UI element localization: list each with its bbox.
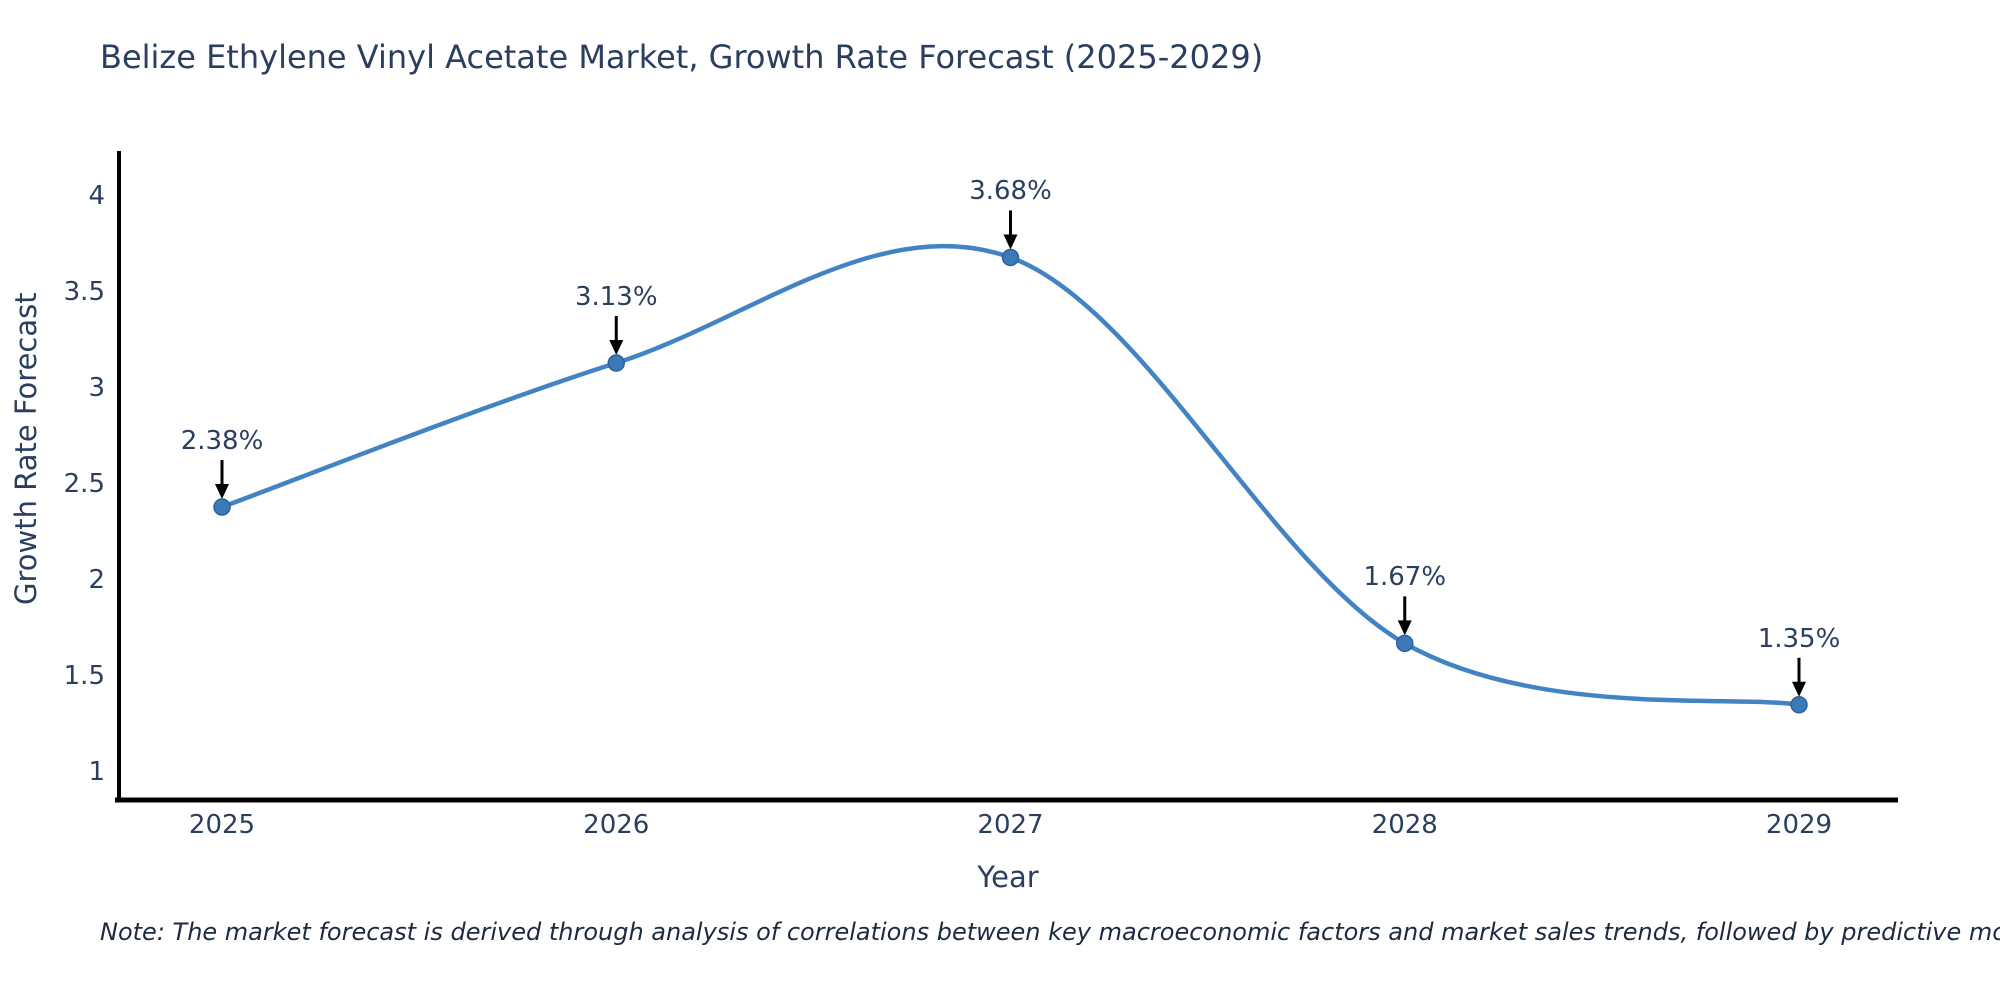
y-tick-label: 1 bbox=[88, 757, 105, 787]
y-axis-title: Growth Rate Forecast bbox=[9, 292, 43, 605]
data-point-markers bbox=[213, 248, 1808, 714]
annotation-arrow bbox=[1003, 210, 1018, 250]
x-tick-label: 2027 bbox=[977, 810, 1044, 840]
y-tick-label: 2.5 bbox=[63, 469, 105, 499]
x-tick-label: 2028 bbox=[1371, 810, 1438, 840]
y-tick-label: 4 bbox=[88, 181, 105, 211]
point-label: 1.35% bbox=[1757, 623, 1841, 654]
x-tick-label: 2029 bbox=[1765, 810, 1833, 840]
point-label: 3.13% bbox=[574, 282, 658, 313]
y-tick-label: 3.5 bbox=[63, 277, 105, 307]
annotation-arrow bbox=[609, 316, 624, 356]
chart-title: Belize Ethylene Vinyl Acetate Market, Gr… bbox=[100, 38, 1264, 76]
annotation-arrows bbox=[215, 210, 1806, 697]
x-tick-label: 2025 bbox=[188, 810, 256, 840]
x-axis-title: Year bbox=[977, 860, 1039, 894]
y-tick-label: 1.5 bbox=[63, 661, 105, 691]
series-line bbox=[219, 243, 1802, 708]
data-point-marker bbox=[213, 498, 231, 516]
point-label: 2.38% bbox=[180, 426, 264, 457]
annotation-arrow bbox=[1397, 596, 1412, 636]
data-point-marker bbox=[1790, 696, 1808, 714]
annotation-arrow bbox=[215, 460, 229, 500]
data-point-marker bbox=[1001, 248, 1020, 267]
point-label: 3.68% bbox=[969, 176, 1052, 207]
point-label: 1.67% bbox=[1363, 562, 1447, 593]
x-tick-label: 2026 bbox=[583, 810, 650, 840]
y-tick-label: 2 bbox=[88, 565, 105, 595]
annotation-arrow bbox=[1792, 657, 1806, 697]
data-point-marker bbox=[607, 354, 625, 372]
note-text: Note: The market forecast is derived thr… bbox=[100, 918, 2000, 946]
y-tick-label: 3 bbox=[88, 373, 105, 403]
data-point-marker bbox=[1396, 634, 1414, 653]
